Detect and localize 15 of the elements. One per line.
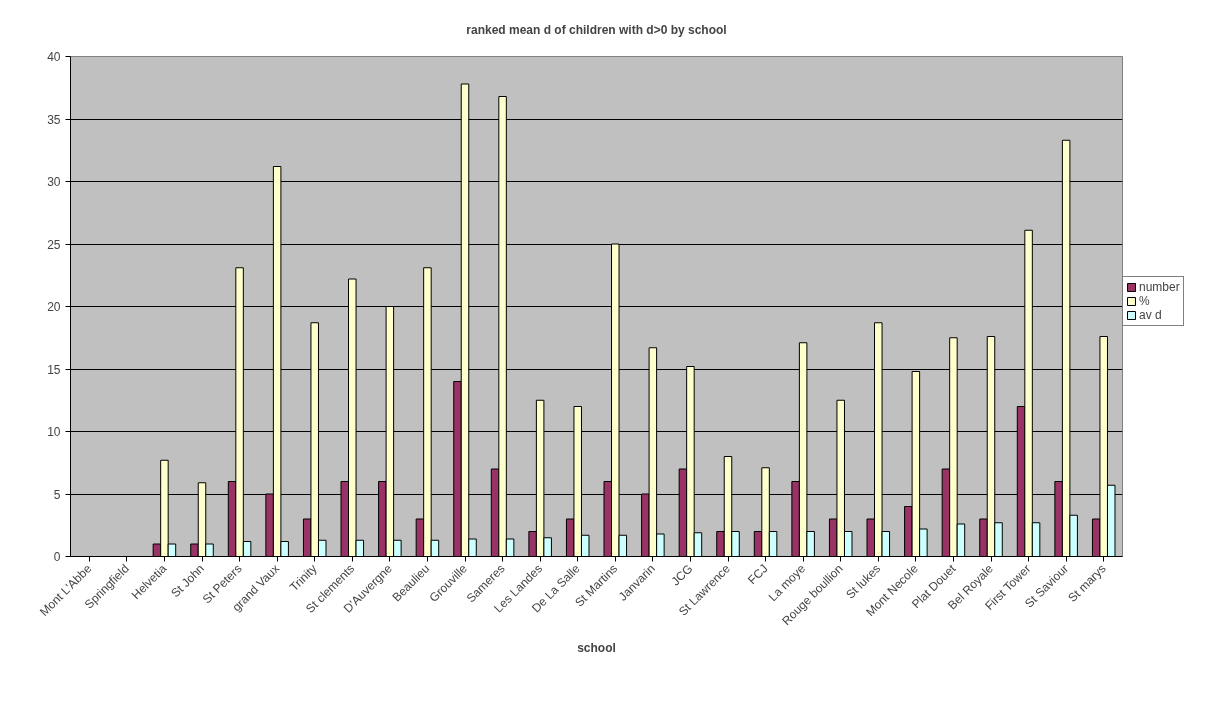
legend-label: av d [1139,308,1162,322]
legend-label: number [1139,280,1180,294]
y-tick-label: 30 [47,175,61,189]
y-tick-label: 10 [47,425,61,439]
chart-title: ranked mean d of children with d>0 by school [466,22,727,37]
y-tick-label: 35 [47,112,61,127]
x-axis-title: school [577,641,616,656]
y-tick-label: 5 [53,487,61,502]
y-tick-label: 25 [47,237,61,252]
x-tick-label: FCJ [745,561,771,587]
y-tick-label: 40 [47,50,61,64]
legend-label: % [1139,294,1151,308]
y-tick-label: 20 [47,300,61,314]
y-tick-label: 0 [53,550,61,564]
y-tick-label: 15 [47,362,61,377]
